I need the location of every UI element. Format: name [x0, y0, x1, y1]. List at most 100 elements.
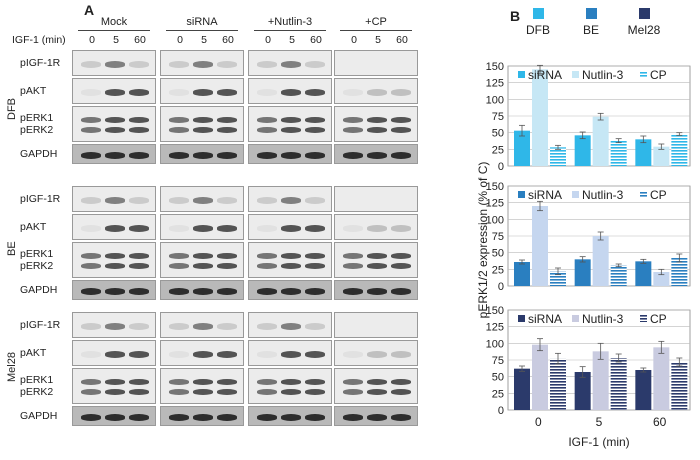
- y-tick-label: 125: [486, 198, 504, 210]
- time-point-label: 5: [113, 34, 119, 46]
- blot-row-label: pIGF-1R: [20, 57, 61, 69]
- series-legend-label: Nutlin-3: [582, 188, 624, 202]
- blot-strip: [160, 78, 244, 104]
- blot-band: [343, 224, 363, 232]
- blot-band: [257, 263, 277, 269]
- blot-band: [169, 117, 189, 123]
- series-legend-label: CP: [650, 188, 667, 202]
- blot-strip: [334, 50, 418, 76]
- blot-band: [305, 196, 325, 204]
- y-tick-label: 0: [498, 161, 504, 173]
- series-legend-label: CP: [650, 312, 667, 326]
- blot-band: [281, 350, 301, 358]
- blot-band: [81, 253, 101, 259]
- blot-band: [217, 253, 237, 259]
- bar: [635, 261, 652, 286]
- blot-band: [217, 322, 237, 330]
- blot-band: [391, 88, 411, 96]
- bar: [532, 69, 548, 166]
- y-tick-label: 50: [492, 372, 504, 384]
- blot-band: [169, 224, 189, 232]
- panel-b-letter: B: [510, 8, 521, 24]
- blot-band: [367, 350, 387, 358]
- condition-underline: [340, 30, 412, 31]
- blot-band: [281, 379, 301, 385]
- blot-band: [305, 322, 325, 330]
- blot-band: [281, 263, 301, 269]
- y-tick-label: 0: [498, 281, 504, 293]
- blot-band: [343, 379, 363, 385]
- blot-strip: [72, 242, 156, 278]
- legend-swatch: [533, 8, 544, 19]
- time-axis-label: IGF-1 (min): [12, 34, 66, 46]
- blot-strip: [248, 340, 332, 366]
- blot-band: [193, 389, 213, 395]
- bar: [550, 358, 566, 410]
- blot-band: [105, 389, 125, 395]
- blot-band: [281, 88, 301, 96]
- blot-row-label: pERK2: [20, 124, 54, 136]
- y-tick-label: 125: [486, 322, 504, 334]
- blot-band: [305, 253, 325, 259]
- blot-band: [81, 287, 101, 295]
- blot-strip: [248, 186, 332, 212]
- bar: [514, 368, 530, 410]
- y-axis-label: pERK1/2 expression (% of C): [476, 162, 490, 319]
- blot-strip: [248, 106, 332, 142]
- blot-band: [81, 224, 101, 232]
- series-legend-swatch: [572, 71, 579, 78]
- blot-band: [105, 117, 125, 123]
- blot-band: [105, 322, 125, 330]
- blot-band: [391, 253, 411, 259]
- condition-underline: [166, 30, 238, 31]
- blot-band: [129, 196, 149, 204]
- y-tick-label: 75: [492, 231, 504, 243]
- blot-band: [81, 413, 101, 421]
- blot-band: [343, 127, 363, 133]
- blot-strip: [334, 78, 418, 104]
- blot-band: [305, 127, 325, 133]
- blot-band: [305, 389, 325, 395]
- blot-band: [257, 60, 277, 68]
- blot-band: [391, 350, 411, 358]
- blot-band: [343, 413, 363, 421]
- blot-band: [129, 117, 149, 123]
- blot-band: [129, 224, 149, 232]
- blot-band: [105, 253, 125, 259]
- blot-band: [305, 350, 325, 358]
- blot-band: [169, 196, 189, 204]
- condition-underline: [254, 30, 326, 31]
- blot-row-label: GAPDH: [20, 148, 58, 160]
- blot-band: [129, 389, 149, 395]
- blot-strip: [72, 78, 156, 104]
- blot-band: [193, 60, 213, 68]
- blot-band: [217, 224, 237, 232]
- blot-band: [105, 287, 125, 295]
- blot-band: [343, 350, 363, 358]
- blot-strip: [248, 368, 332, 404]
- blot-band: [217, 88, 237, 96]
- blot-band: [367, 224, 387, 232]
- blot-band: [257, 322, 277, 330]
- series-legend-label: CP: [650, 68, 667, 82]
- blot-band: [81, 322, 101, 330]
- blot-band: [81, 379, 101, 385]
- bar: [653, 146, 670, 166]
- blot-strip: [72, 50, 156, 76]
- blot-band: [169, 379, 189, 385]
- blot-band: [193, 151, 213, 159]
- blot-band: [105, 196, 125, 204]
- time-point-label: 5: [375, 34, 381, 46]
- blot-band: [193, 88, 213, 96]
- legend-label: Mel28: [628, 23, 661, 37]
- blot-strip: [334, 312, 418, 338]
- blot-row-label: pERK1: [20, 248, 54, 260]
- blot-strip: [160, 312, 244, 338]
- blot-band: [281, 322, 301, 330]
- blot-band: [105, 224, 125, 232]
- time-point-label: 5: [201, 34, 207, 46]
- blot-band: [391, 151, 411, 159]
- blot-band: [81, 263, 101, 269]
- bar: [592, 236, 609, 286]
